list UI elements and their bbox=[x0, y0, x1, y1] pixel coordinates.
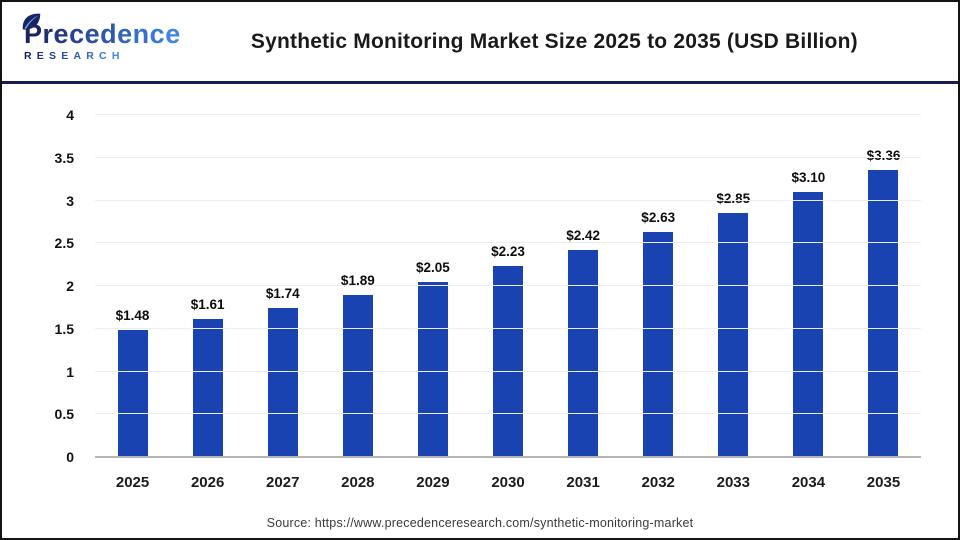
bar-value-label: $3.10 bbox=[791, 169, 826, 185]
gridline bbox=[95, 199, 921, 201]
gridline bbox=[95, 156, 921, 158]
bar-2026 bbox=[192, 319, 223, 457]
logo-letter: c bbox=[69, 19, 85, 50]
logo-letter: e bbox=[165, 19, 181, 50]
bar-group-2031: $2.42 2031 bbox=[546, 115, 621, 491]
gridline bbox=[95, 413, 921, 415]
x-axis-tick-label: 2027 bbox=[266, 474, 300, 491]
header: Precedence RESEARCH Synthetic Monitoring… bbox=[2, 2, 958, 84]
y-axis-tick-label: 1.5 bbox=[54, 320, 74, 337]
y-axis-tick-label: 2 bbox=[66, 278, 74, 294]
logo-letter: C bbox=[99, 50, 112, 63]
bar-2032 bbox=[643, 232, 674, 457]
logo-letter: E bbox=[61, 50, 74, 63]
bar-group-2035: $3.36 2035 bbox=[846, 115, 921, 491]
logo-letter: e bbox=[53, 19, 70, 50]
bar-value-label: $2.42 bbox=[566, 228, 601, 244]
bar-value-label: $3.36 bbox=[866, 147, 901, 163]
chart-title: Synthetic Monitoring Market Size 2025 to… bbox=[250, 29, 858, 53]
logo-letter: H bbox=[111, 50, 125, 63]
gridline bbox=[95, 327, 921, 329]
bar-value-label: $1.89 bbox=[340, 273, 375, 289]
x-axis-tick-label: 2028 bbox=[341, 474, 375, 491]
leaf-icon bbox=[22, 13, 41, 30]
bar-2033 bbox=[718, 213, 749, 457]
gridline bbox=[95, 370, 921, 372]
y-axis: 0 0.5 1 1.5 2 2.5 3 3.5 4 bbox=[2, 107, 74, 465]
gridline bbox=[95, 114, 921, 115]
bar-value-label: $2.23 bbox=[491, 244, 525, 260]
bar-2035 bbox=[868, 169, 899, 457]
bar-group-2026: $1.61 2026 bbox=[170, 115, 245, 491]
bar-group-2032: $2.63 2032 bbox=[621, 115, 696, 491]
bar-group-2029: $2.05 2029 bbox=[395, 115, 470, 491]
logo-letter: R bbox=[24, 50, 37, 63]
logo-letter: d bbox=[100, 19, 118, 50]
bar-group-2030: $2.23 2030 bbox=[470, 115, 545, 491]
bar-value-label: $1.61 bbox=[190, 297, 225, 313]
source-line: Source: https://www.precedenceresearch.c… bbox=[266, 516, 694, 530]
bar-group-2025: $1.48 2025 bbox=[95, 115, 170, 491]
logo-letter: A bbox=[73, 50, 87, 63]
logo-letter: r bbox=[42, 19, 54, 50]
y-axis-tick-label: 2.5 bbox=[54, 235, 74, 252]
gridline bbox=[95, 242, 921, 244]
bar-value-label: $2.85 bbox=[716, 191, 751, 207]
y-axis-tick-label: 3.5 bbox=[54, 149, 74, 166]
bar-2030 bbox=[493, 266, 524, 457]
logo-subtitle: RESEARCH bbox=[24, 51, 181, 62]
bars-container: $1.48 2025 $1.61 2026 $1.74 2027 $1.89 2028 $2.0… bbox=[95, 115, 921, 491]
x-axis-tick-label: 2025 bbox=[115, 474, 150, 491]
bar-2031 bbox=[568, 250, 599, 457]
bar-2029 bbox=[417, 281, 448, 457]
bar-value-label: $2.63 bbox=[641, 210, 676, 226]
x-axis-tick-label: 2035 bbox=[866, 474, 901, 491]
gridline bbox=[95, 285, 921, 286]
bar-2028 bbox=[342, 295, 373, 457]
precedence-research-logo: Precedence RESEARCH bbox=[22, 13, 181, 62]
x-axis-tick-label: 2034 bbox=[791, 474, 826, 491]
logo-letter: R bbox=[86, 50, 100, 63]
logo-letter: S bbox=[49, 50, 62, 63]
x-axis-tick-label: 2032 bbox=[641, 474, 675, 491]
x-axis-tick-label: 2033 bbox=[716, 474, 750, 491]
plot-area: $1.48 2025 $1.61 2026 $1.74 2027 $1.89 2028 $2.0… bbox=[95, 114, 921, 491]
logo-letter: E bbox=[36, 50, 50, 63]
bar-group-2033: $2.85 2033 bbox=[696, 115, 771, 491]
y-axis-tick-label: 1 bbox=[66, 363, 74, 380]
x-axis-tick-label: 2029 bbox=[416, 474, 450, 491]
x-axis-tick-label: 2026 bbox=[190, 474, 225, 491]
logo-letter: n bbox=[132, 19, 150, 50]
bar-group-2027: $1.74 2027 bbox=[245, 115, 320, 491]
bar-group-2028: $1.89 2028 bbox=[320, 115, 395, 491]
logo-letter: e bbox=[84, 19, 101, 50]
x-axis-tick-label: 2031 bbox=[566, 474, 600, 491]
bar-group-2034: $3.10 2034 bbox=[771, 115, 846, 491]
y-axis-tick-label: 3 bbox=[66, 192, 74, 209]
x-axis-tick-label: 2030 bbox=[491, 474, 525, 491]
bar-value-label: $2.05 bbox=[416, 259, 450, 275]
logo-letter: e bbox=[117, 19, 133, 50]
bar-2025 bbox=[117, 330, 148, 457]
y-axis-tick-label: 0 bbox=[66, 449, 74, 465]
y-axis-tick-label: 0.5 bbox=[54, 406, 74, 423]
bar-chart: 0 0.5 1 1.5 2 2.5 3 3.5 4 $1.48 2025 $1.61 2026 $1.7… bbox=[2, 84, 958, 506]
bar-2034 bbox=[793, 191, 824, 457]
logo-letter: c bbox=[149, 19, 166, 50]
logo-wordmark: Precedence bbox=[24, 21, 181, 48]
x-axis-line bbox=[95, 456, 921, 458]
bar-value-label: $1.74 bbox=[265, 286, 300, 302]
bar-value-label: $1.48 bbox=[115, 308, 150, 324]
y-axis-tick-label: 4 bbox=[66, 107, 74, 123]
bar-2027 bbox=[267, 308, 298, 457]
